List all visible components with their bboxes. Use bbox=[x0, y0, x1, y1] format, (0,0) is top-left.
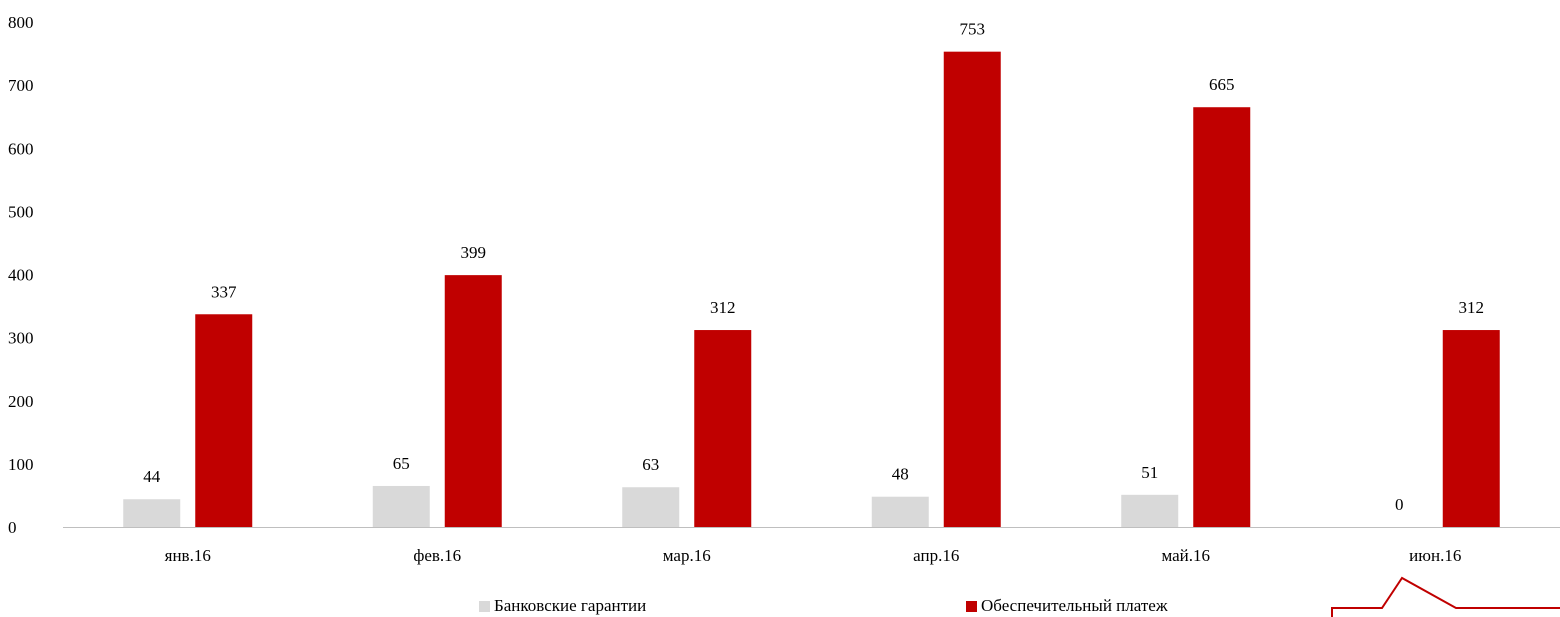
y-axis-ticks: 0 100 200 300 400 500 600 700 800 bbox=[8, 13, 34, 537]
decorative-red-line bbox=[1331, 576, 1560, 617]
y-tick-label: 100 bbox=[8, 455, 34, 474]
x-tick-label: фев.16 bbox=[413, 546, 461, 565]
y-tick-label: 300 bbox=[8, 329, 34, 348]
data-label: 665 bbox=[1209, 75, 1235, 94]
bars bbox=[123, 51, 1500, 527]
bar-bank-guarantees bbox=[372, 485, 430, 527]
y-tick-label: 400 bbox=[8, 266, 34, 285]
bar-bank-guarantees bbox=[871, 496, 929, 527]
data-label: 63 bbox=[642, 455, 659, 474]
y-tick-label: 600 bbox=[8, 139, 34, 158]
data-label: 44 bbox=[143, 467, 161, 486]
legend-item-security-payment: Обеспечительный платеж bbox=[966, 596, 1168, 616]
data-label: 312 bbox=[1459, 298, 1485, 317]
x-tick-label: янв.16 bbox=[165, 546, 211, 565]
bar-bank-guarantees bbox=[622, 487, 680, 527]
legend-swatch-security-payment bbox=[966, 600, 977, 612]
legend-label-security-payment: Обеспечительный платеж bbox=[981, 596, 1168, 615]
data-label: 312 bbox=[710, 298, 736, 317]
x-tick-label: мар.16 bbox=[663, 546, 711, 565]
x-tick-label: май.16 bbox=[1161, 546, 1210, 565]
bar-security-payment bbox=[1442, 330, 1500, 527]
data-label: 337 bbox=[211, 282, 237, 301]
legend-label-bank-guarantees: Банковские гарантии bbox=[494, 596, 647, 615]
data-label: 48 bbox=[892, 465, 909, 484]
bar-bank-guarantees bbox=[1121, 494, 1179, 527]
x-tick-label: июн.16 bbox=[1409, 546, 1461, 565]
y-tick-label: 700 bbox=[8, 76, 34, 95]
bar-security-payment bbox=[195, 314, 253, 527]
data-label: 753 bbox=[960, 20, 986, 39]
bar-security-payment bbox=[1193, 107, 1251, 527]
data-label: 51 bbox=[1141, 463, 1158, 482]
legend-item-bank-guarantees: Банковские гарантии bbox=[479, 596, 646, 616]
legend-swatch-bank-guarantees bbox=[479, 600, 490, 612]
y-tick-label: 800 bbox=[8, 13, 34, 32]
y-tick-label: 0 bbox=[8, 518, 17, 537]
y-tick-label: 500 bbox=[8, 202, 34, 221]
data-label: 0 bbox=[1395, 495, 1404, 514]
data-label: 65 bbox=[393, 454, 410, 473]
x-tick-label: апр.16 bbox=[913, 546, 959, 565]
data-label: 399 bbox=[461, 243, 487, 262]
bar-bank-guarantees bbox=[123, 499, 181, 527]
data-labels: 44 337 65 399 63 312 48 753 51 665 0 312 bbox=[143, 20, 1484, 514]
bar-security-payment bbox=[444, 275, 502, 527]
x-axis-categories: янв.16 фев.16 мар.16 апр.16 май.16 июн.16 bbox=[165, 546, 1462, 565]
y-tick-label: 200 bbox=[8, 392, 34, 411]
bar-security-payment bbox=[694, 330, 752, 527]
bar-security-payment bbox=[943, 51, 1001, 527]
